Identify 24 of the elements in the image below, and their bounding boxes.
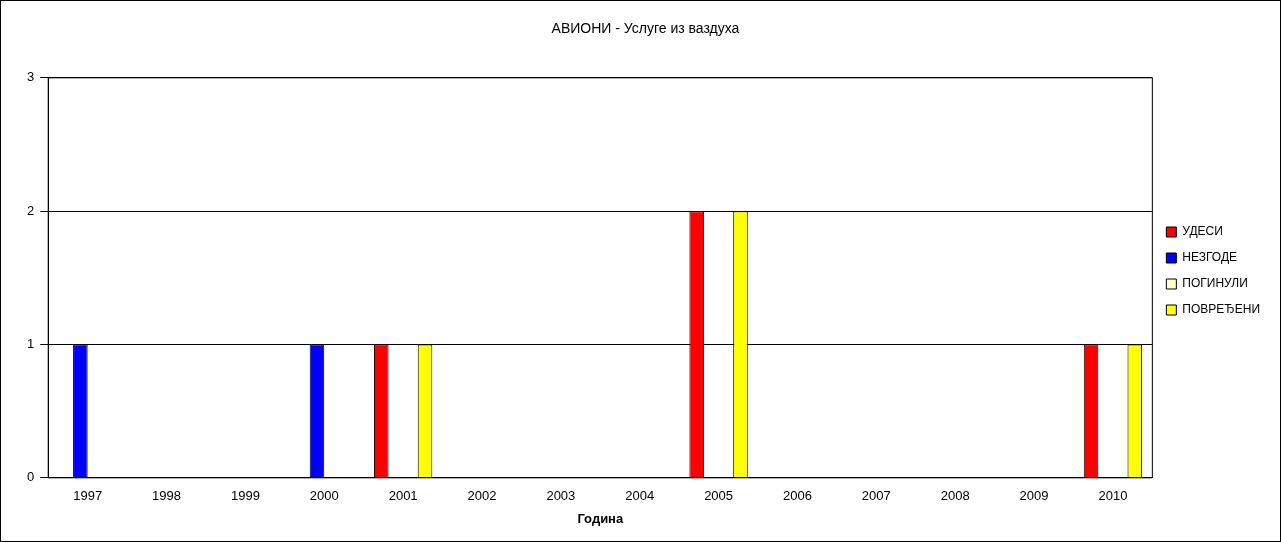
- x-tick-label: 2008: [940, 488, 970, 504]
- y-tick-label: 3: [27, 69, 35, 85]
- x-tick-label: 2004: [625, 488, 655, 504]
- x-tick-label: 2003: [546, 488, 576, 504]
- x-tick-label: 2005: [704, 488, 734, 504]
- x-tick-label: 2007: [861, 488, 891, 504]
- y-tick-label: 2: [27, 202, 35, 218]
- x-tick-label: 1998: [152, 488, 181, 504]
- legend-label: НЕЗГОДЕ: [1182, 250, 1238, 265]
- chart-title: АВИОНИ - Услуге из ваздуха: [551, 20, 740, 37]
- x-tick-label: 2006: [783, 488, 812, 504]
- x-tick-label: 2001: [388, 488, 418, 504]
- x-axis-title: Година: [577, 510, 624, 526]
- x-tick-label: 2010: [1098, 488, 1128, 504]
- legend-label: ПОГИНУЛИ: [1182, 276, 1248, 291]
- x-tick-label: 2002: [467, 488, 497, 504]
- legend-label: ПОВРЕЂЕНИ: [1182, 302, 1261, 317]
- x-tick-label: 2009: [1019, 488, 1049, 504]
- x-tick-label: 2000: [309, 488, 339, 504]
- legend-label: УДЕСИ: [1182, 224, 1223, 239]
- y-tick-label: 1: [27, 336, 35, 352]
- y-tick-label: 0: [27, 469, 35, 485]
- x-tick-label: 1997: [73, 488, 103, 504]
- x-tick-label: 1999: [230, 488, 260, 504]
